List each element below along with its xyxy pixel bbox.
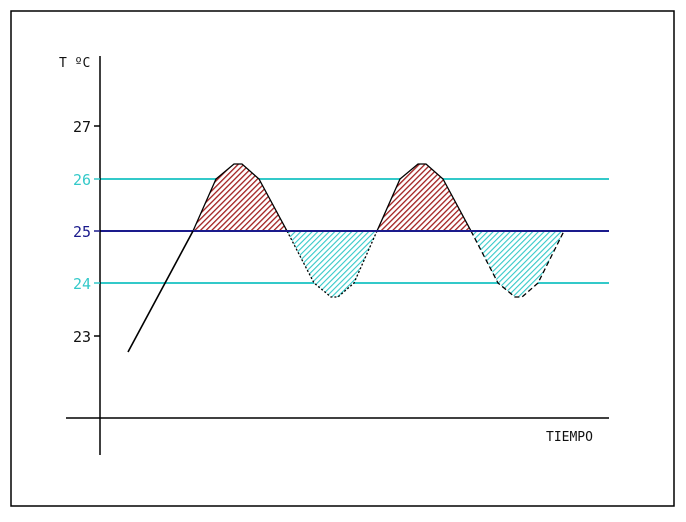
tick-label-25: 25	[73, 223, 91, 241]
tick-label-26: 26	[73, 171, 91, 189]
over-temperature-area-1	[192, 163, 289, 232]
over-temperature-area-2	[376, 163, 473, 232]
tick-label-23: 23	[73, 328, 91, 346]
y-axis-label: T ºC	[59, 56, 90, 71]
tick-label-27: 27	[73, 118, 91, 136]
x-axis-label: TIEMPO	[546, 430, 593, 445]
frame-border	[10, 10, 675, 507]
under-temperature-area-1	[285, 230, 378, 298]
heating-ramp-curve	[127, 230, 194, 353]
tick-label-24: 24	[73, 275, 91, 293]
under-temperature-area-2	[469, 230, 566, 298]
